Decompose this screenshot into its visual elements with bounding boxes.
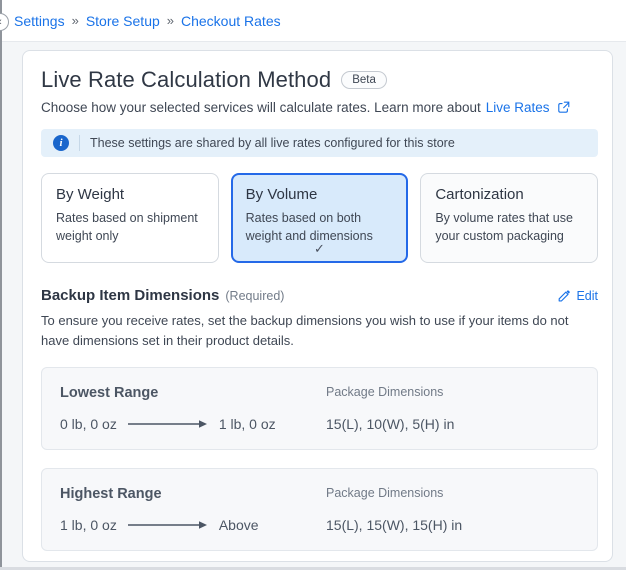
breadcrumb: Settings » Store Setup » Checkout Rates	[2, 0, 626, 42]
range-from: 1 lb, 0 oz	[60, 517, 117, 534]
backup-dimensions-header: Backup Item Dimensions (Required) Edit	[41, 287, 598, 304]
breadcrumb-settings[interactable]: Settings	[14, 12, 65, 29]
breadcrumb-store-setup[interactable]: Store Setup	[85, 12, 160, 29]
page-description-text: Choose how your selected services will c…	[41, 100, 481, 115]
method-card-by-volume[interactable]: By Volume Rates based on both weight and…	[230, 173, 409, 263]
range-title: Lowest Range	[60, 385, 159, 402]
range-title: Highest Range	[60, 486, 162, 503]
screen-bottom-edge	[0, 567, 626, 570]
rate-method-options: By Weight Rates based on shipment weight…	[41, 173, 598, 263]
page-title: Live Rate Calculation Method	[41, 67, 332, 92]
method-description: By volume rates that use your custom pac…	[435, 211, 573, 244]
package-dimensions-value: 15(L), 10(W), 5(H) in	[326, 416, 455, 433]
edit-label: Edit	[576, 288, 598, 303]
package-dimensions-label: Package Dimensions	[326, 486, 444, 501]
range-from: 0 lb, 0 oz	[60, 416, 117, 433]
breadcrumb-separator: »	[71, 13, 79, 28]
required-label: (Required)	[225, 289, 285, 303]
info-banner: i These settings are shared by all live …	[41, 129, 598, 157]
title-row: Live Rate Calculation Method Beta	[41, 67, 598, 93]
page-description: Choose how your selected services will c…	[41, 100, 598, 115]
external-link-icon	[557, 101, 569, 113]
right-arrow-icon	[127, 521, 207, 530]
screen-edge-divider	[0, 0, 2, 570]
range-values: 0 lb, 0 oz 1 lb, 0 oz	[60, 416, 326, 432]
method-card-cartonization[interactable]: Cartonization By volume rates that use y…	[420, 173, 598, 263]
banner-divider	[79, 135, 80, 151]
method-description: Rates based on shipment weight only	[56, 211, 198, 244]
highest-range-box: Highest Range Package Dimensions 1 lb, 0…	[41, 468, 598, 552]
package-dimensions-label: Package Dimensions	[326, 385, 444, 400]
edit-button[interactable]: Edit	[557, 289, 598, 303]
live-rate-settings-card: Live Rate Calculation Method Beta Choose…	[22, 50, 613, 562]
range-to: 1 lb, 0 oz	[218, 416, 276, 433]
pencil-icon	[559, 289, 571, 302]
method-title: By Weight	[56, 186, 125, 203]
live-rates-link[interactable]: Live Rates	[485, 100, 550, 115]
method-title: Cartonization	[435, 186, 524, 203]
method-card-by-weight[interactable]: By Weight Rates based on shipment weight…	[41, 173, 219, 263]
backup-dimensions-description: To ensure you receive rates, set the bac…	[41, 313, 569, 349]
package-dimensions-value: 15(L), 15(W), 15(H) in	[326, 517, 463, 534]
method-title: By Volume	[245, 186, 318, 203]
method-description: Rates based on both weight and dimension…	[245, 211, 373, 244]
banner-text: These settings are shared by all live ra…	[90, 136, 455, 150]
lowest-range-box: Lowest Range Package Dimensions 0 lb, 0 …	[41, 367, 598, 451]
backup-dimensions-title: Backup Item Dimensions	[41, 287, 220, 304]
breadcrumb-checkout-rates[interactable]: Checkout Rates	[181, 12, 281, 29]
beta-badge: Beta	[341, 71, 387, 89]
info-icon: i	[53, 135, 69, 151]
breadcrumb-separator: »	[166, 13, 174, 28]
selected-check-icon: ✓	[314, 241, 325, 256]
range-values: 1 lb, 0 oz Above	[60, 517, 326, 533]
right-arrow-icon	[127, 420, 207, 429]
range-to: Above	[218, 517, 259, 534]
